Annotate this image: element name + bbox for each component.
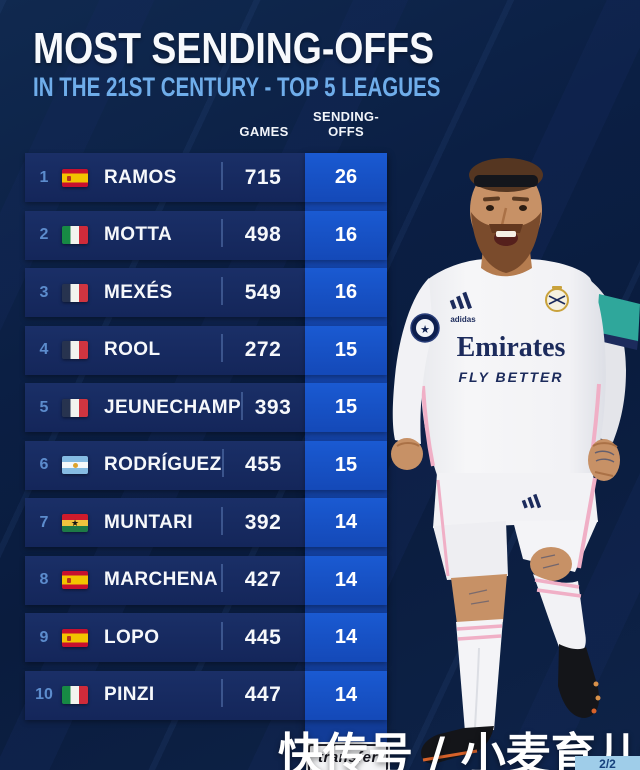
sunglasses-icon — [474, 175, 538, 187]
svg-text:★: ★ — [420, 323, 430, 336]
rank-label: 8 — [39, 571, 49, 588]
ranking-table: 1 RAMOS 715 26 2 MOTTA 498 16 3 MEXÉS 54… — [25, 153, 387, 728]
ucl-starball-badge-icon: ★ — [410, 313, 440, 343]
player-photo: ★ adidas Emirates FLY BETTER — [391, 158, 640, 764]
rank-label: 7 — [39, 513, 49, 531]
table-row: 5 JEUNECHAMP 393 15 — [25, 383, 387, 432]
table-row: 2 MOTTA 498 16 — [25, 210, 387, 260]
table-row: 8 MARCHENA 427 14 — [25, 555, 387, 605]
flag-spain-icon — [62, 628, 88, 647]
player-name: PINZI — [104, 684, 155, 705]
games-value: 392 — [221, 506, 305, 535]
real-madrid-crest-icon — [545, 286, 569, 312]
sendoffs-value: 15 — [305, 383, 387, 432]
sendoffs-value: 16 — [305, 210, 387, 260]
column-header-sendoffs-line1: SENDING- — [313, 109, 379, 124]
player-jersey — [420, 259, 606, 475]
shirt-sponsor-text: Emirates — [457, 332, 566, 363]
column-header-games: GAMES — [239, 124, 289, 139]
table-row: 6 RODRÍGUEZ 455 15 — [25, 440, 387, 490]
player-straight-leg — [421, 574, 507, 764]
player-boot-back — [558, 644, 600, 718]
flag-france-icon — [62, 398, 88, 417]
sendoffs-value: 14 — [305, 670, 387, 720]
flag-italy-icon — [62, 686, 88, 704]
table-row: 4 ROOL 272 15 — [25, 325, 387, 375]
column-header-sendoffs: SENDING- OFFS — [300, 109, 392, 139]
rank-label: 4 — [39, 341, 49, 358]
svg-text:adidas: adidas — [450, 315, 476, 324]
player-name: MARCHENA — [104, 569, 219, 590]
player-bent-leg — [530, 547, 601, 718]
page-subtitle: IN THE 21ST CENTURY - TOP 5 LEAGUES — [33, 72, 441, 102]
rank-label: 10 — [35, 686, 53, 703]
table-row: 9 LOPO 445 14 — [25, 613, 387, 662]
flag-france-icon — [62, 283, 88, 302]
player-name: JEUNECHAMP — [104, 396, 242, 418]
player-name: LOPO — [104, 626, 160, 648]
games-value: 715 — [221, 161, 305, 190]
flag-argentina-icon — [62, 456, 88, 474]
table-row: 10 PINZI 447 14 — [25, 670, 387, 720]
table-row: 1 RAMOS 715 26 — [25, 153, 387, 202]
player-shorts — [433, 473, 598, 580]
sendoffs-value: 14 — [305, 498, 387, 547]
rank-label: 2 — [39, 226, 49, 243]
player-name: MEXÉS — [104, 281, 173, 303]
sendoffs-value: 14 — [305, 613, 387, 662]
games-value: 393 — [241, 391, 305, 420]
sendoffs-value: 14 — [305, 555, 387, 605]
player-name: ROOL — [104, 339, 161, 360]
flag-spain-icon — [62, 571, 88, 589]
flag-spain-icon — [62, 168, 88, 187]
rank-label: 6 — [39, 456, 49, 473]
flag-france-icon — [62, 341, 88, 359]
adidas-logo-icon: adidas — [449, 291, 476, 324]
sendoffs-value: 16 — [305, 268, 387, 317]
flag-italy-icon — [62, 226, 88, 244]
page-title: MOST SENDING-OFFS — [33, 24, 435, 73]
rank-label: 3 — [39, 283, 49, 301]
player-tattooed-hand — [588, 439, 620, 481]
games-value: 455 — [221, 449, 305, 477]
player-name: RODRÍGUEZ — [104, 454, 222, 475]
games-value: 447 — [221, 679, 305, 707]
column-header-sendoffs-line2: OFFS — [328, 124, 364, 139]
table-row: 7 MUNTARI 392 14 — [25, 498, 387, 547]
transfermarkt-logo: transfer — [308, 744, 388, 770]
sendoffs-value: 26 — [305, 153, 387, 202]
rank-label: 5 — [39, 398, 49, 416]
player-name: MOTTA — [104, 224, 173, 245]
shirt-sponsor-tagline: FLY BETTER — [458, 369, 563, 385]
games-value: 445 — [221, 621, 305, 650]
player-name: MUNTARI — [104, 511, 193, 533]
player-boot-front — [421, 726, 494, 764]
player-head — [469, 158, 543, 277]
flag-ghana-icon — [62, 513, 88, 532]
games-value: 427 — [221, 564, 305, 592]
rank-label: 1 — [39, 168, 49, 186]
sendoffs-value: 15 — [305, 440, 387, 490]
player-name: RAMOS — [104, 166, 177, 188]
sendoffs-value: 15 — [305, 325, 387, 375]
table-row: 3 MEXÉS 549 16 — [25, 268, 387, 317]
games-value: 549 — [221, 276, 305, 305]
player-fist — [391, 438, 423, 470]
page-number-badge: 2/2 — [575, 756, 640, 770]
games-value: 272 — [221, 334, 305, 362]
games-value: 498 — [221, 219, 305, 247]
rank-label: 9 — [39, 628, 49, 646]
